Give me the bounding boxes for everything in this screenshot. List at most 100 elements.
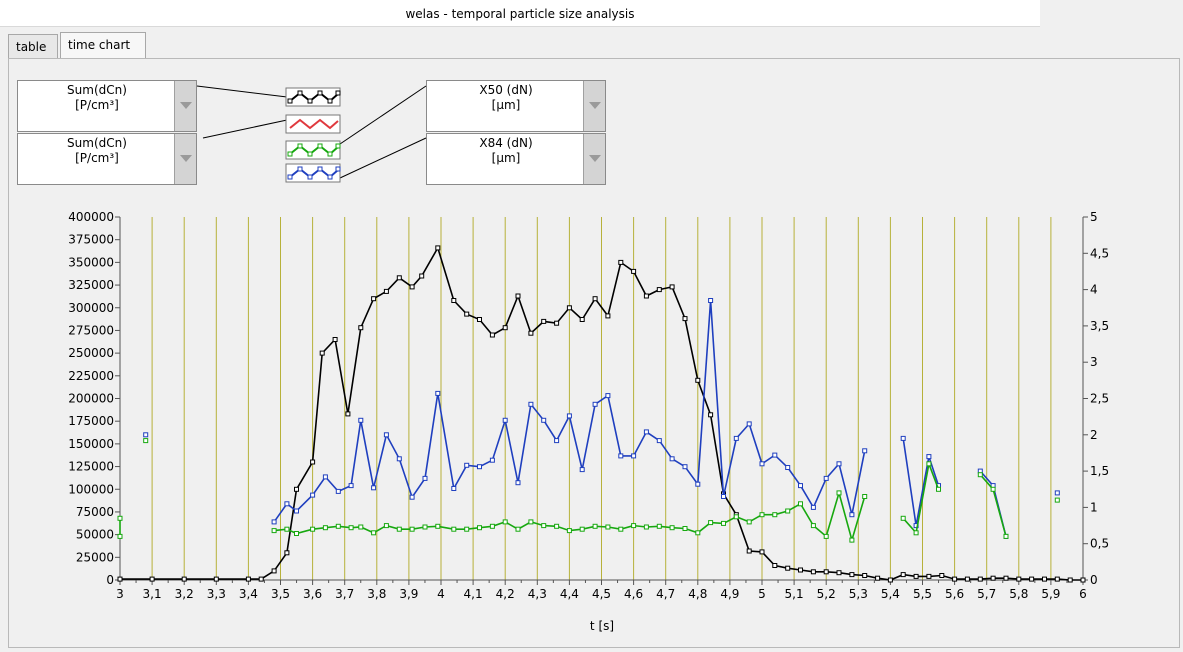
data-point — [656, 523, 662, 529]
right-axis-selector-bottom-value: X84 (dN) [µm] — [479, 136, 533, 165]
right-axis-selector-bottom[interactable]: X84 (dN) [µm] — [426, 133, 606, 185]
data-point — [592, 523, 598, 529]
data-point — [143, 438, 149, 444]
x-tick-label: 3,2 — [175, 587, 194, 601]
data-point — [1029, 576, 1035, 582]
data-point — [695, 481, 701, 487]
data-point — [149, 576, 155, 582]
x-tick-label: 5,1 — [785, 587, 804, 601]
data-point — [294, 486, 299, 492]
tab-time-chart[interactable]: time chart — [60, 32, 146, 58]
data-point — [1067, 577, 1073, 583]
right-axis-selector-top-value: X50 (dN) [µm] — [479, 83, 533, 112]
data-point — [464, 311, 470, 317]
data-point — [579, 317, 585, 322]
x-tick-label: 4,8 — [688, 587, 707, 601]
dropdown-arrow-icon[interactable] — [174, 134, 196, 184]
data-point — [294, 508, 299, 514]
data-point — [515, 480, 521, 486]
x-tick-label: 4,9 — [720, 587, 739, 601]
data-point — [502, 519, 508, 525]
data-point — [1016, 576, 1022, 582]
x-tick-label: 5,9 — [1041, 587, 1060, 601]
legend-swatch-marker — [287, 151, 293, 157]
data-point — [348, 483, 354, 489]
data-point — [371, 530, 377, 536]
series-line — [902, 460, 940, 535]
x-tick-label: 4,5 — [592, 587, 611, 601]
series-line — [120, 245, 1083, 581]
y-left-tick-label: 50000 — [76, 528, 114, 542]
data-point — [695, 530, 701, 536]
x-tick-label: 3,8 — [367, 587, 386, 601]
data-point — [271, 528, 277, 534]
dropdown-arrow-icon[interactable] — [583, 134, 605, 184]
data-point — [631, 268, 637, 274]
y-left-tick-label: 400000 — [68, 210, 114, 224]
data-point — [977, 576, 983, 582]
dropdown-arrow-icon[interactable] — [174, 81, 196, 131]
y-left-tick-label: 0 — [106, 573, 114, 587]
y-left-tick-label: 175000 — [68, 414, 114, 428]
data-point — [435, 523, 441, 529]
data-point — [358, 417, 364, 423]
legend-swatch-marker — [327, 151, 333, 157]
data-point — [823, 475, 829, 481]
data-point — [489, 523, 495, 529]
data-point — [900, 515, 906, 521]
data-point — [592, 401, 598, 407]
data-point — [477, 525, 482, 531]
data-point — [294, 531, 299, 536]
legend-swatch-marker — [317, 166, 323, 172]
data-point — [322, 525, 328, 531]
data-point — [900, 572, 906, 578]
data-point — [528, 519, 534, 525]
x-tick-label: 5 — [758, 587, 766, 601]
y-left-tick-label: 375000 — [68, 233, 114, 247]
data-point — [746, 421, 752, 427]
data-point — [746, 548, 752, 554]
x-tick-label: 3 — [116, 587, 124, 601]
data-point — [605, 393, 611, 399]
data-point — [579, 467, 585, 473]
legend-swatch-marker — [287, 174, 293, 180]
data-point — [335, 488, 341, 494]
legend-swatch-marker — [317, 143, 323, 149]
data-point — [396, 456, 402, 462]
data-point — [310, 526, 316, 532]
data-point — [875, 575, 881, 581]
x-tick-label: 3,4 — [239, 587, 258, 601]
x-tick-label: 4,2 — [496, 587, 515, 601]
legend-swatch-marker — [287, 98, 293, 104]
data-point — [695, 377, 701, 383]
left-axis-selector-bottom[interactable]: Sum(dCn) [P/cm³] — [17, 133, 197, 185]
data-point — [772, 452, 778, 458]
left-axis-selector-top[interactable]: Sum(dCn) [P/cm³] — [17, 80, 197, 132]
data-point — [310, 459, 316, 465]
data-point — [1042, 576, 1047, 582]
data-point — [515, 526, 521, 532]
data-point — [335, 523, 341, 529]
window-title: welas - temporal particle size analysis — [405, 7, 635, 21]
x-tick-label: 5,5 — [913, 587, 932, 601]
legend — [285, 87, 341, 183]
legend-swatch-marker — [307, 151, 313, 157]
data-point — [862, 448, 868, 454]
axes: 3 3,1 3,2 3,3 3,4 3,5 3,6 3,7 3,8 3,9 4 4,1 4,2 4,3 4,… — [68, 210, 1109, 601]
right-axis-selector-top[interactable]: X50 (dN) [µm] — [426, 80, 606, 132]
data-point — [117, 533, 123, 539]
legend-swatch-marker — [335, 166, 341, 172]
data-point — [759, 512, 765, 518]
data-point — [383, 523, 389, 529]
data-point — [721, 494, 726, 499]
legend-swatch-marker — [307, 174, 313, 180]
data-point — [422, 524, 428, 530]
data-point — [964, 576, 970, 582]
data-point — [849, 512, 855, 518]
tab-table[interactable]: table — [8, 34, 58, 58]
legend-swatch-marker — [297, 143, 303, 149]
data-point — [1003, 533, 1009, 539]
data-point — [464, 462, 470, 468]
data-point — [310, 492, 316, 498]
dropdown-arrow-icon[interactable] — [583, 81, 605, 131]
